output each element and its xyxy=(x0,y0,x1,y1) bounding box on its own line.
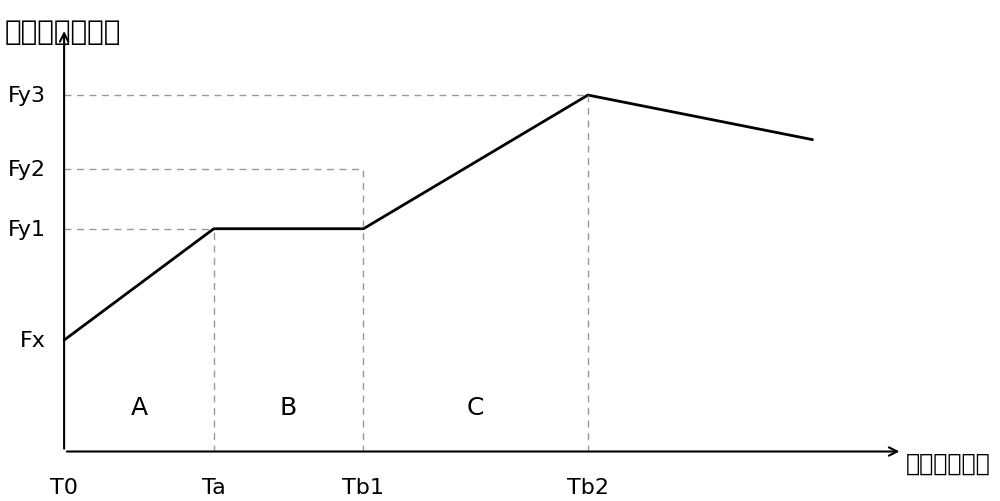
Text: B: B xyxy=(280,395,297,419)
Text: 压缩机最高频率: 压缩机最高频率 xyxy=(4,18,121,46)
Text: Fy3: Fy3 xyxy=(7,86,45,106)
Text: Fy2: Fy2 xyxy=(7,160,45,180)
Text: A: A xyxy=(130,395,148,419)
Text: Tb2: Tb2 xyxy=(567,477,609,497)
Text: T0: T0 xyxy=(50,477,78,497)
Text: Tb1: Tb1 xyxy=(342,477,384,497)
Text: 室外环境温度: 室外环境温度 xyxy=(906,451,991,475)
Text: C: C xyxy=(467,395,484,419)
Text: Fy1: Fy1 xyxy=(7,219,45,239)
Text: Ta: Ta xyxy=(202,477,226,497)
Text: Fx: Fx xyxy=(20,331,45,350)
